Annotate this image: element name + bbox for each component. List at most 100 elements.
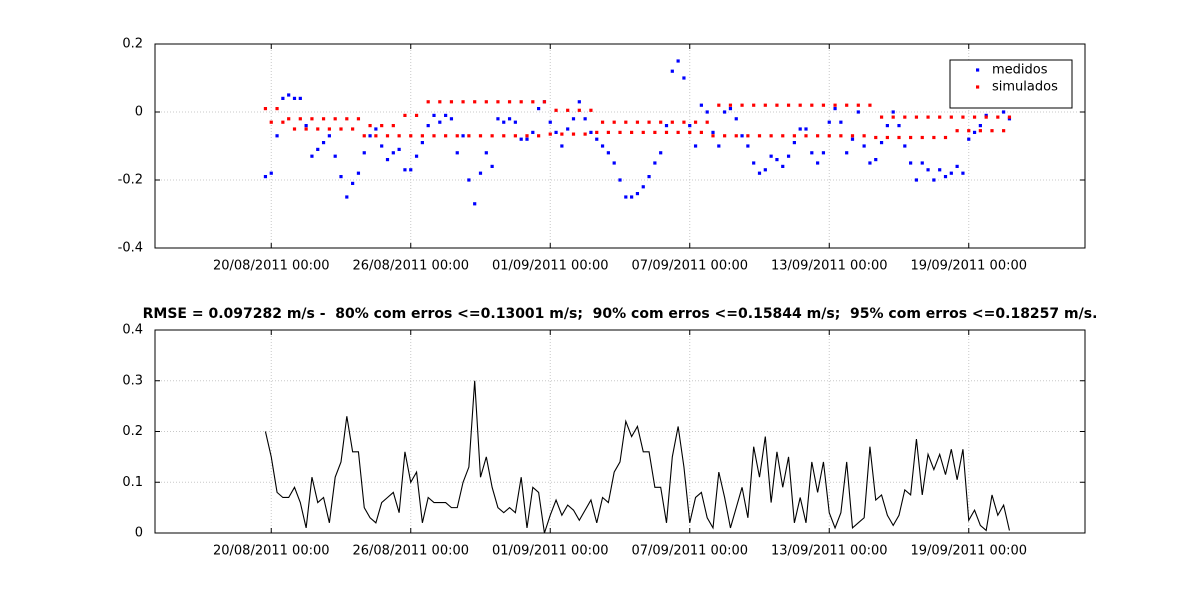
data-point [385,158,390,162]
data-point [810,151,814,155]
data-point [804,134,808,138]
plot-area [155,44,1085,248]
data-point [484,100,488,104]
data-point [746,144,750,148]
data-point [554,108,558,112]
data-point [653,161,657,165]
data-point [467,178,471,182]
y-tick-label: 0.2 [122,37,143,52]
data-point [356,117,361,121]
data-point [757,171,762,175]
x-tick-label: 13/09/2011 00:00 [771,544,888,559]
data-point [926,168,930,172]
data-point [420,141,424,145]
data-point [990,129,994,133]
data-point [885,135,889,140]
data-point [734,134,738,138]
data-point [647,175,651,179]
x-tick-label: 13/09/2011 00:00 [771,259,888,274]
data-point [600,120,605,124]
data-point [885,124,889,128]
y-tick-label: 0 [135,526,143,541]
data-point [856,110,860,114]
data-point [374,134,378,138]
data-point [926,115,930,119]
data-point [786,154,791,158]
data-point [606,151,610,155]
data-point [333,117,337,121]
x-tick-label: 20/08/2011 00:00 [213,259,330,274]
data-point [426,100,430,104]
data-point [624,120,628,124]
data-point [984,113,988,117]
data-point [496,117,500,121]
data-point [287,117,291,121]
data-point [502,134,506,138]
data-point [507,117,512,121]
data-point [682,76,686,80]
data-point [531,130,535,134]
data-point [542,100,547,104]
data-point [972,115,977,119]
data-point [449,100,454,104]
axes-frame [154,43,1086,249]
data-point [467,134,471,138]
data-point [798,127,802,131]
data-point [304,124,308,128]
data-point [839,134,843,138]
data-point [816,134,820,138]
x-tick-label: 07/09/2011 00:00 [631,544,748,559]
data-point [461,100,465,104]
data-point [949,171,953,175]
data-point [833,107,837,111]
data-point [699,103,703,107]
data-point [740,103,744,107]
data-point [583,117,587,121]
data-point [478,171,483,175]
data-point [717,103,721,107]
legend-marker [976,85,980,89]
x-tick-label: 26/08/2011 00:00 [352,544,469,559]
x-tick-label: 07/09/2011 00:00 [631,259,748,274]
x-tick-label: 26/08/2011 00:00 [352,259,469,274]
data-point [717,144,721,148]
data-point [903,144,907,148]
data-point [513,120,517,124]
data-point [728,103,733,107]
data-point [984,115,988,119]
data-point [630,195,634,199]
data-point [845,151,849,155]
data-point [670,69,674,73]
data-point [316,127,320,131]
data-point [723,134,727,138]
data-point [438,100,442,104]
data-point [978,124,982,128]
data-point [932,135,936,140]
data-point [769,134,773,138]
legend-label: medidos [992,63,1048,78]
data-point [943,175,948,179]
data-point [263,175,268,179]
data-point [321,117,326,121]
data-point [438,120,442,124]
data-point [484,151,488,155]
data-point [502,120,506,124]
data-point [571,117,576,121]
legend-box [949,59,1073,109]
data-point [647,120,651,124]
legend-marker [976,68,980,72]
data-point [1002,129,1006,133]
data-point [490,164,494,168]
data-point [287,93,291,97]
data-point [525,137,529,141]
y-tick-label: 0.4 [122,323,143,338]
data-point [571,132,576,136]
data-point [676,59,680,63]
data-point [600,144,605,148]
data-point [664,130,669,134]
data-point [327,134,331,138]
data-point [391,151,395,155]
data-point [362,151,366,155]
